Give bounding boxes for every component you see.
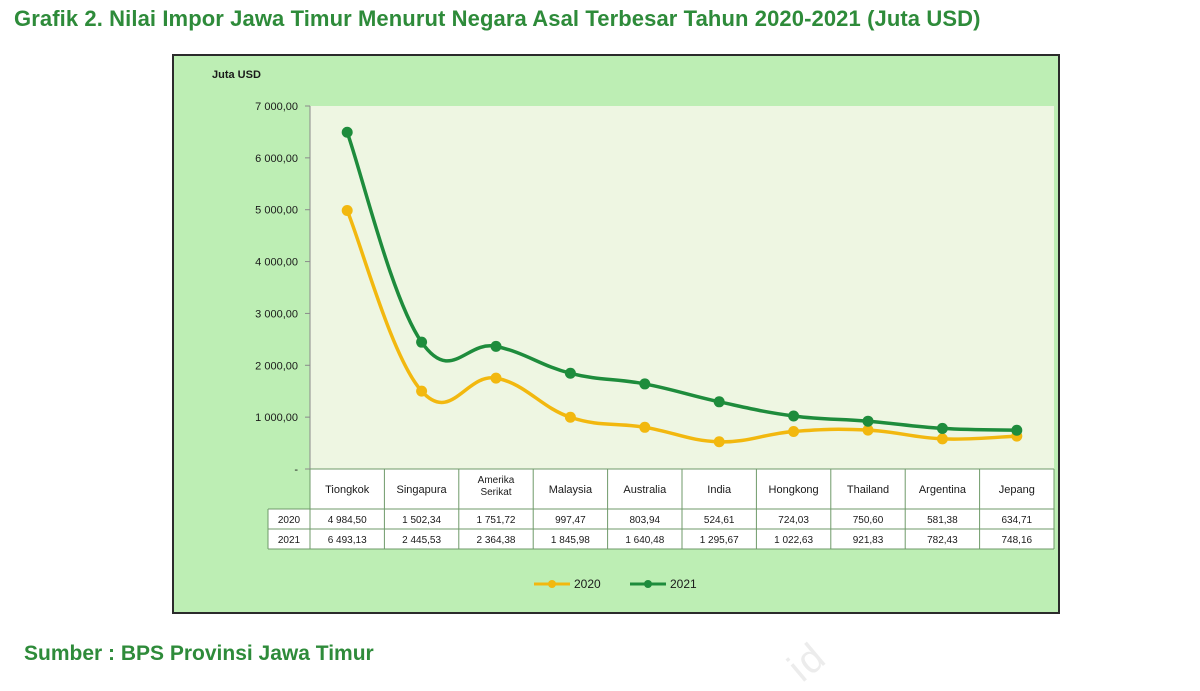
y-tick-label: 5 000,00 xyxy=(255,205,298,217)
x-category-label: Singapura xyxy=(397,484,448,496)
y-tick-label: 4 000,00 xyxy=(255,257,298,269)
x-category-label: Hongkong xyxy=(769,484,819,496)
table-row-key: 2020 xyxy=(278,515,301,526)
y-axis-title: Juta USD xyxy=(212,69,261,81)
legend-label: 2021 xyxy=(670,577,697,591)
table-cell-value: 1 022,63 xyxy=(774,535,813,546)
x-category-label: Tiongkok xyxy=(325,484,370,496)
plot-area xyxy=(310,106,1054,469)
legend-marker-2021 xyxy=(644,580,652,588)
data-point-2021 xyxy=(936,422,948,434)
x-category-label: India xyxy=(707,484,732,496)
table-cell-value: 524,61 xyxy=(704,515,735,526)
x-category-label: Serikat xyxy=(480,487,511,498)
table-cell-value: 724,03 xyxy=(778,515,809,526)
y-tick-label: 1 000,00 xyxy=(255,412,298,424)
data-point-2020 xyxy=(713,436,725,448)
y-tick-label: 7 000,00 xyxy=(255,101,298,113)
data-point-2021 xyxy=(862,415,874,427)
table-cell-value: 921,83 xyxy=(853,535,884,546)
y-tick-label: - xyxy=(294,464,298,476)
table-cell-value: 997,47 xyxy=(555,515,586,526)
figure-title: Grafik 2. Nilai Impor Jawa Timur Menurut… xyxy=(14,6,981,31)
y-tick-label: 6 000,00 xyxy=(255,153,298,165)
data-point-2021 xyxy=(713,396,725,408)
data-point-2021 xyxy=(788,410,800,422)
table-cell-value: 581,38 xyxy=(927,515,958,526)
data-point-2021 xyxy=(341,126,353,138)
data-point-2020 xyxy=(341,205,353,217)
table-cell-value: 1 295,67 xyxy=(700,535,739,546)
table-cell-value: 2 445,53 xyxy=(402,535,441,546)
x-category-label: Argentina xyxy=(919,484,967,496)
y-tick-label: 2 000,00 xyxy=(255,360,298,372)
table-cell-value: 750,60 xyxy=(853,515,884,526)
table-cell-value: 782,43 xyxy=(927,535,958,546)
data-point-2021 xyxy=(639,378,651,390)
table-cell-value: 803,94 xyxy=(630,515,661,526)
data-point-2020 xyxy=(416,385,428,397)
data-point-2021 xyxy=(564,367,576,379)
x-category-label: Thailand xyxy=(847,484,889,496)
x-category-label: Australia xyxy=(623,484,667,496)
table-cell-value: 1 502,34 xyxy=(402,515,441,526)
data-point-2020 xyxy=(490,372,502,384)
table-cell-value: 4 984,50 xyxy=(328,515,367,526)
legend-marker-2020 xyxy=(548,580,556,588)
data-point-2021 xyxy=(1011,424,1023,436)
data-point-2020 xyxy=(936,433,948,445)
chart-frame: - 1 000,00 2 000,00 3 000,00 4 000,00 5 000,0… xyxy=(172,54,1060,614)
source-note: Sumber : BPS Provinsi Jawa Timur xyxy=(24,642,374,665)
line-chart: - 1 000,00 2 000,00 3 000,00 4 000,00 5 000,0… xyxy=(212,69,1055,591)
data-point-2020 xyxy=(788,425,800,437)
data-point-2021 xyxy=(490,340,502,352)
table-cell-value: 6 493,13 xyxy=(328,535,367,546)
table-cell-value: 1 845,98 xyxy=(551,535,590,546)
table-cell-value: 634,71 xyxy=(1002,515,1033,526)
table-row-key: 2021 xyxy=(278,535,301,546)
table-cell-value: 1 640,48 xyxy=(625,535,664,546)
table-cell-value: 1 751,72 xyxy=(477,515,516,526)
legend-label: 2020 xyxy=(574,577,601,591)
table-cell-value: 2 364,38 xyxy=(477,535,516,546)
watermark: id xyxy=(779,633,835,691)
table-cell-value: 748,16 xyxy=(1002,535,1033,546)
y-tick-label: 3 000,00 xyxy=(255,308,298,320)
x-category-label: Malaysia xyxy=(549,484,593,496)
data-point-2020 xyxy=(639,421,651,433)
data-point-2021 xyxy=(416,336,428,348)
x-category-label: Jepang xyxy=(999,484,1035,496)
data-point-2020 xyxy=(862,424,874,436)
data-point-2020 xyxy=(564,411,576,423)
x-category-label: Amerika xyxy=(478,475,515,486)
